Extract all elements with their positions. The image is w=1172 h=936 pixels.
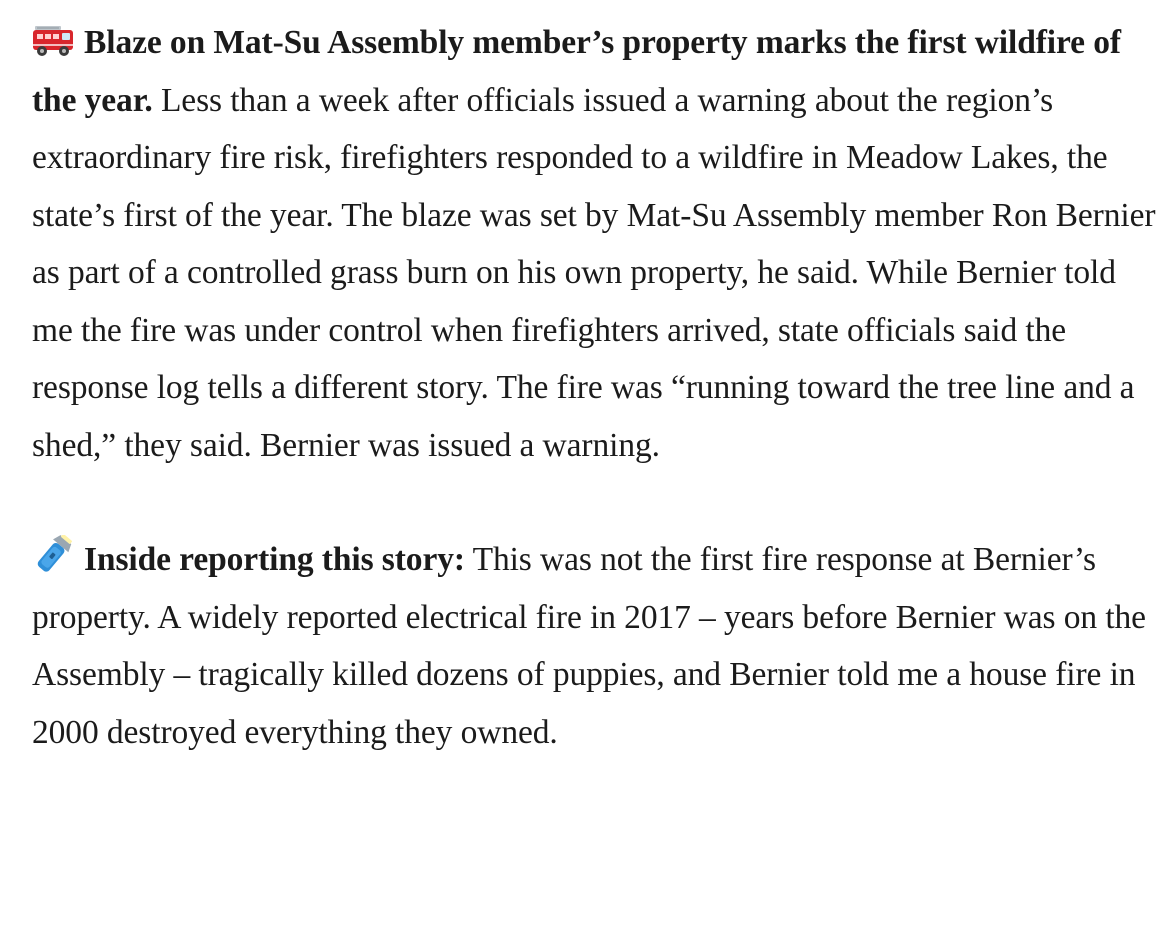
fire-engine-icon — [32, 24, 74, 58]
paragraph-body: Less than a week after officials issued … — [32, 81, 1156, 464]
paragraph-inside-reporting: Inside reporting this story: This was no… — [32, 531, 1156, 761]
paragraph-wildfire: Blaze on Mat-Su Assembly member’s proper… — [32, 14, 1156, 474]
newsletter-article: Blaze on Mat-Su Assembly member’s proper… — [32, 14, 1156, 761]
paragraph-body: This was not the first fire response at … — [32, 541, 1146, 751]
paragraph-lead: Inside reporting this story: — [84, 541, 465, 578]
paragraph-lead: Blaze on Mat-Su Assembly member’s proper… — [32, 24, 1121, 119]
flashlight-icon — [32, 535, 74, 575]
